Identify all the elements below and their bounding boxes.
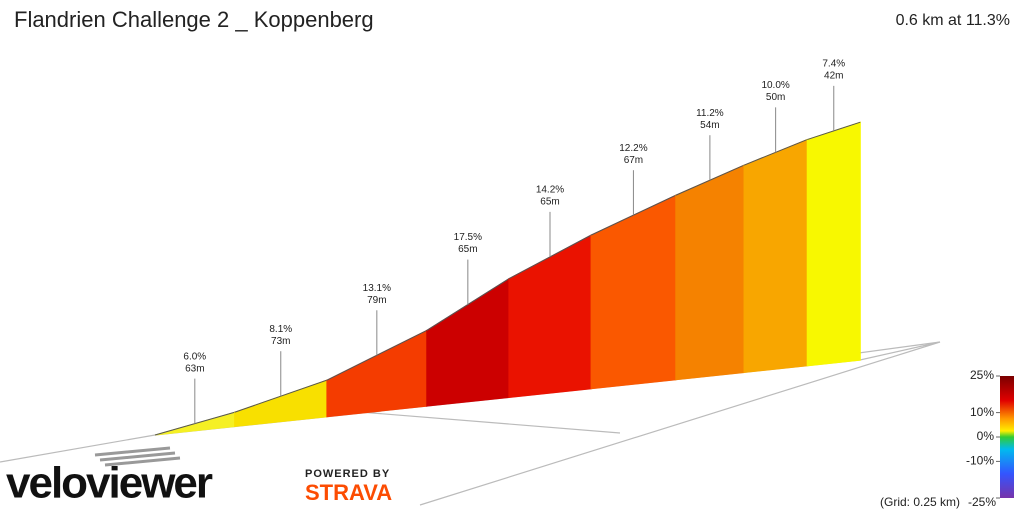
- length-label: 42m: [824, 71, 843, 82]
- length-label: 65m: [458, 244, 477, 255]
- segment: [806, 121, 861, 367]
- colorbar-label: 0%: [977, 429, 995, 443]
- segment: [675, 164, 745, 381]
- colorbar: [1000, 376, 1014, 498]
- length-label: 65m: [540, 197, 559, 208]
- grid-note: (Grid: 0.25 km): [880, 495, 960, 509]
- gradient-label: 11.2%: [696, 108, 724, 119]
- segment: [508, 234, 592, 399]
- colorbar-label: 10%: [970, 405, 994, 419]
- length-label: 73m: [271, 336, 290, 347]
- segment-top: [590, 194, 676, 236]
- segment-top: [326, 329, 427, 381]
- gradient-label: 8.1%: [269, 324, 292, 335]
- length-label: 63m: [185, 363, 204, 374]
- title: Flandrien Challenge 2 _ Koppenberg: [14, 7, 374, 32]
- colorbar-label: -10%: [966, 454, 994, 468]
- segment: [743, 138, 808, 374]
- length-label: 67m: [624, 155, 643, 166]
- partner: STRAVA: [305, 480, 392, 505]
- powered-by: POWERED BY: [305, 468, 390, 480]
- gradient-label: 12.2%: [619, 143, 647, 154]
- length-label: 54m: [700, 120, 719, 131]
- gradient-label: 17.5%: [454, 232, 482, 243]
- segment: [590, 194, 677, 390]
- subtitle: 0.6 km at 11.3%: [896, 12, 1010, 29]
- colorbar-label: 25%: [970, 368, 994, 382]
- gradient-label: 13.1%: [363, 283, 391, 294]
- gradient-label: 7.4%: [822, 59, 845, 70]
- length-label: 79m: [367, 295, 386, 306]
- brand: veloviewer: [6, 459, 213, 508]
- gradient-label: 10.0%: [761, 80, 789, 91]
- length-label: 50m: [766, 92, 785, 103]
- colorbar-label: -25%: [968, 495, 996, 509]
- gradient-label: 6.0%: [183, 351, 206, 362]
- segment-top: [426, 278, 510, 331]
- gradient-label: 14.2%: [536, 185, 564, 196]
